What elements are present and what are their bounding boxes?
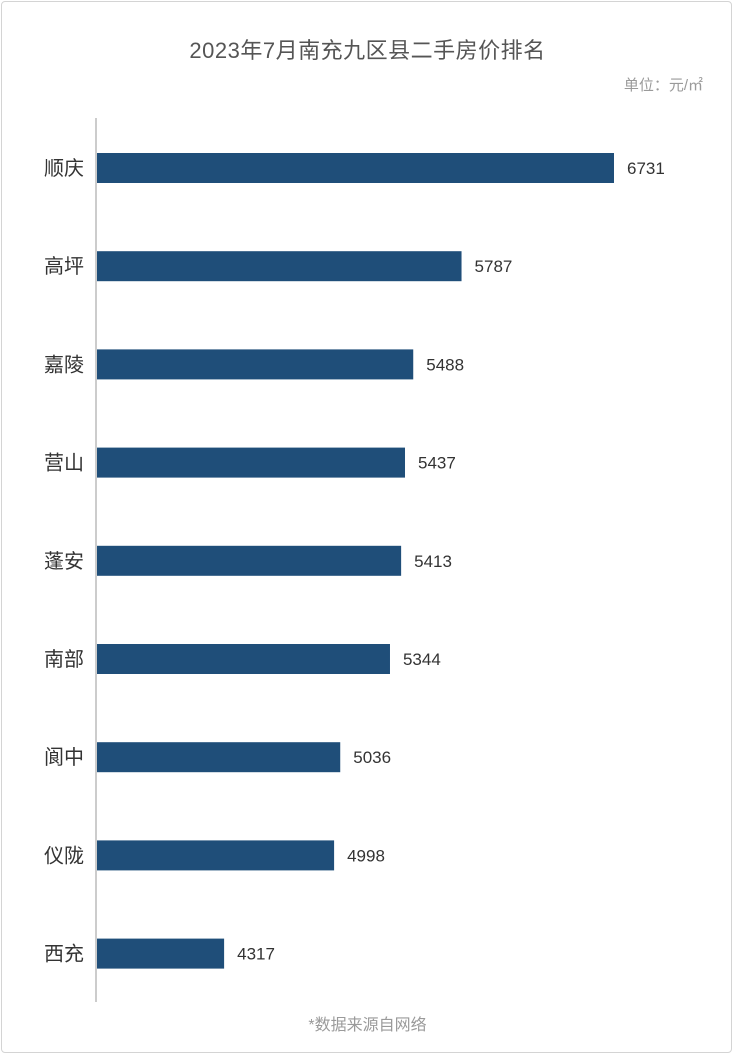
bar-0 (97, 153, 614, 183)
category-label: 高坪 (44, 255, 84, 278)
bar-6 (97, 742, 341, 773)
chart-title: 2023年7月南充九区县二手房价排名 (189, 38, 546, 63)
bars-group: 顺庆 6731 高坪 5787 嘉陵 5488 营山 5437 蓬安 5413 南部 5344 阆中 50… (44, 153, 665, 969)
category-label: 阆中 (44, 746, 84, 769)
value-label: 4317 (237, 945, 275, 964)
bar-5 (97, 644, 390, 674)
bar-7 (97, 840, 335, 871)
category-label: 顺庆 (44, 157, 84, 180)
category-label: 嘉陵 (44, 353, 84, 376)
bar-3 (97, 447, 406, 478)
value-label: 4998 (347, 846, 385, 865)
bar-2 (97, 349, 414, 380)
category-label: 西充 (44, 943, 84, 966)
bar-1 (97, 251, 462, 282)
value-label: 5036 (353, 748, 391, 767)
source-note: *数据来源自网络 (308, 1017, 427, 1034)
value-label: 6731 (627, 159, 665, 178)
category-label: 营山 (44, 452, 84, 475)
bar-4 (97, 545, 402, 576)
value-label: 5787 (475, 257, 513, 276)
value-label: 5437 (418, 454, 456, 473)
value-label: 5488 (426, 355, 464, 374)
category-label: 仪陇 (44, 844, 84, 867)
category-label: 蓬安 (44, 550, 84, 573)
value-label: 5344 (403, 650, 441, 669)
category-label: 南部 (44, 648, 84, 671)
value-label: 5413 (414, 552, 452, 571)
unit-label: 单位：元/㎡ (623, 77, 703, 94)
bar-8 (97, 938, 225, 969)
